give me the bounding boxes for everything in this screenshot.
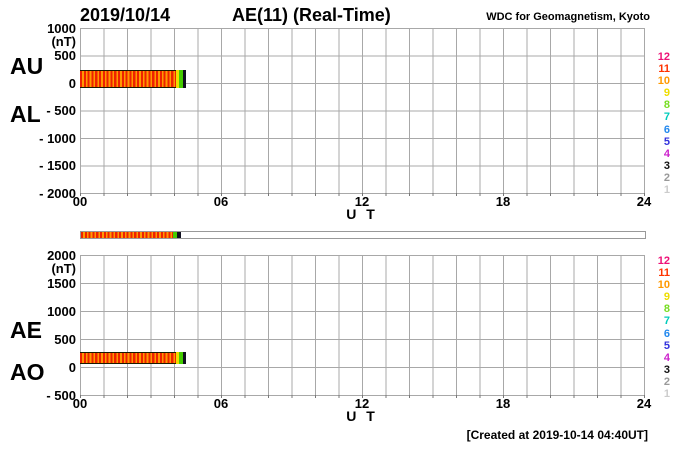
bot-bar-tail-end <box>183 352 186 364</box>
bot-xtick-00: 00 <box>72 396 88 411</box>
top-ytick--1500: - 1500 <box>39 158 76 173</box>
top-xtick-06: 06 <box>213 194 229 209</box>
bottom-plot-area <box>80 255 645 398</box>
series-label-au: AU <box>10 53 44 79</box>
station-count-7: 7 <box>663 111 670 124</box>
top-ytick--2000: - 2000 <box>39 186 76 201</box>
top-xtick-24: 24 <box>636 194 652 209</box>
bot-bar-tail-green <box>179 352 183 364</box>
top-ytick--1000: - 1000 <box>39 131 76 146</box>
bot-x-axis-title: U T <box>346 408 378 424</box>
top-plot-area <box>80 28 645 196</box>
top-x-axis-title: U T <box>346 206 378 222</box>
station-count-6: 6 <box>663 327 670 340</box>
top-bar-tail-end <box>183 70 186 88</box>
plot-date: 2019/10/14 <box>80 5 171 25</box>
station-count-5: 5 <box>663 339 670 352</box>
station-count-3: 3 <box>663 159 670 172</box>
bot-ytick-2000: 2000 <box>47 248 76 263</box>
top-ytick-500: 500 <box>54 48 76 63</box>
station-count-11: 11 <box>658 63 670 76</box>
station-count-3: 3 <box>663 363 670 376</box>
station-count-4: 4 <box>663 147 670 160</box>
bot-bar-tail-yellow <box>176 352 179 364</box>
station-count-12: 12 <box>657 51 670 63</box>
top-bar-tail-green <box>179 70 183 88</box>
station-count-5: 5 <box>663 135 670 148</box>
bot-xtick-06: 06 <box>213 396 229 411</box>
bot-ytick--500: - 500 <box>46 388 76 403</box>
page-title: AE(11) (Real-Time) <box>232 5 391 25</box>
station-count-11: 11 <box>658 267 670 280</box>
bot-ytick-0: 0 <box>68 360 76 375</box>
created-timestamp: [Created at 2019-10-14 04:40UT] <box>466 428 648 442</box>
station-count-8: 8 <box>663 303 670 316</box>
station-count-1: 1 <box>663 184 670 197</box>
station-count-12: 12 <box>657 255 670 267</box>
organization-label: WDC for Geomagnetism, Kyoto <box>486 11 650 23</box>
station-count-1: 1 <box>663 388 670 401</box>
top-ytick-0: 0 <box>68 76 76 91</box>
coverage-green-segment <box>173 232 177 238</box>
bot-ytick-1000: 1000 <box>47 304 76 319</box>
station-count-10: 10 <box>657 279 670 292</box>
bot-ytick-1500: 1500 <box>47 276 76 291</box>
top-y-unit: (nT) <box>51 34 76 49</box>
station-count-10: 10 <box>657 75 670 88</box>
series-label-ao: AO <box>10 359 45 385</box>
bottom-data-bar-ae-ao <box>80 352 176 364</box>
bottom-station-count-scale: 12 11 10 9 8 7 6 5 4 3 2 1 <box>650 255 672 400</box>
top-ytick-1000: 1000 <box>47 21 76 36</box>
station-count-9: 9 <box>663 87 670 100</box>
top-ytick--500: - 500 <box>46 103 76 118</box>
station-count-9: 9 <box>663 291 670 304</box>
bot-xtick-24: 24 <box>636 396 652 411</box>
station-count-7: 7 <box>663 315 670 328</box>
station-count-8: 8 <box>663 99 670 112</box>
top-data-bar-au-al <box>80 70 176 88</box>
series-label-ae: AE <box>10 317 42 343</box>
station-count-2: 2 <box>663 375 670 388</box>
bot-xtick-18: 18 <box>495 396 511 411</box>
data-coverage-bar <box>80 231 646 239</box>
top-xtick-12: 12 <box>354 194 370 209</box>
top-station-count-scale: 12 11 10 9 8 7 6 5 4 3 2 1 <box>650 51 672 196</box>
top-xtick-18: 18 <box>495 194 511 209</box>
bot-xtick-12: 12 <box>354 396 370 411</box>
series-label-al: AL <box>10 101 41 127</box>
station-count-2: 2 <box>663 171 670 184</box>
station-count-6: 6 <box>663 123 670 136</box>
top-xtick-00: 00 <box>72 194 88 209</box>
coverage-end-mark <box>177 232 181 238</box>
top-bar-tail-yellow <box>176 70 179 88</box>
bot-y-unit: (nT) <box>51 261 76 276</box>
station-count-4: 4 <box>663 351 670 364</box>
top-x-tickmarks <box>80 193 645 196</box>
bot-x-tickmarks <box>80 395 645 398</box>
coverage-filled-segment <box>81 232 173 238</box>
bot-ytick-500: 500 <box>54 332 76 347</box>
